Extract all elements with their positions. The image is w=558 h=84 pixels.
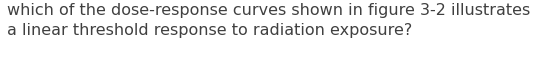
- Text: which of the dose-response curves shown in figure 3-2 illustrates
a linear thres: which of the dose-response curves shown …: [7, 3, 530, 38]
